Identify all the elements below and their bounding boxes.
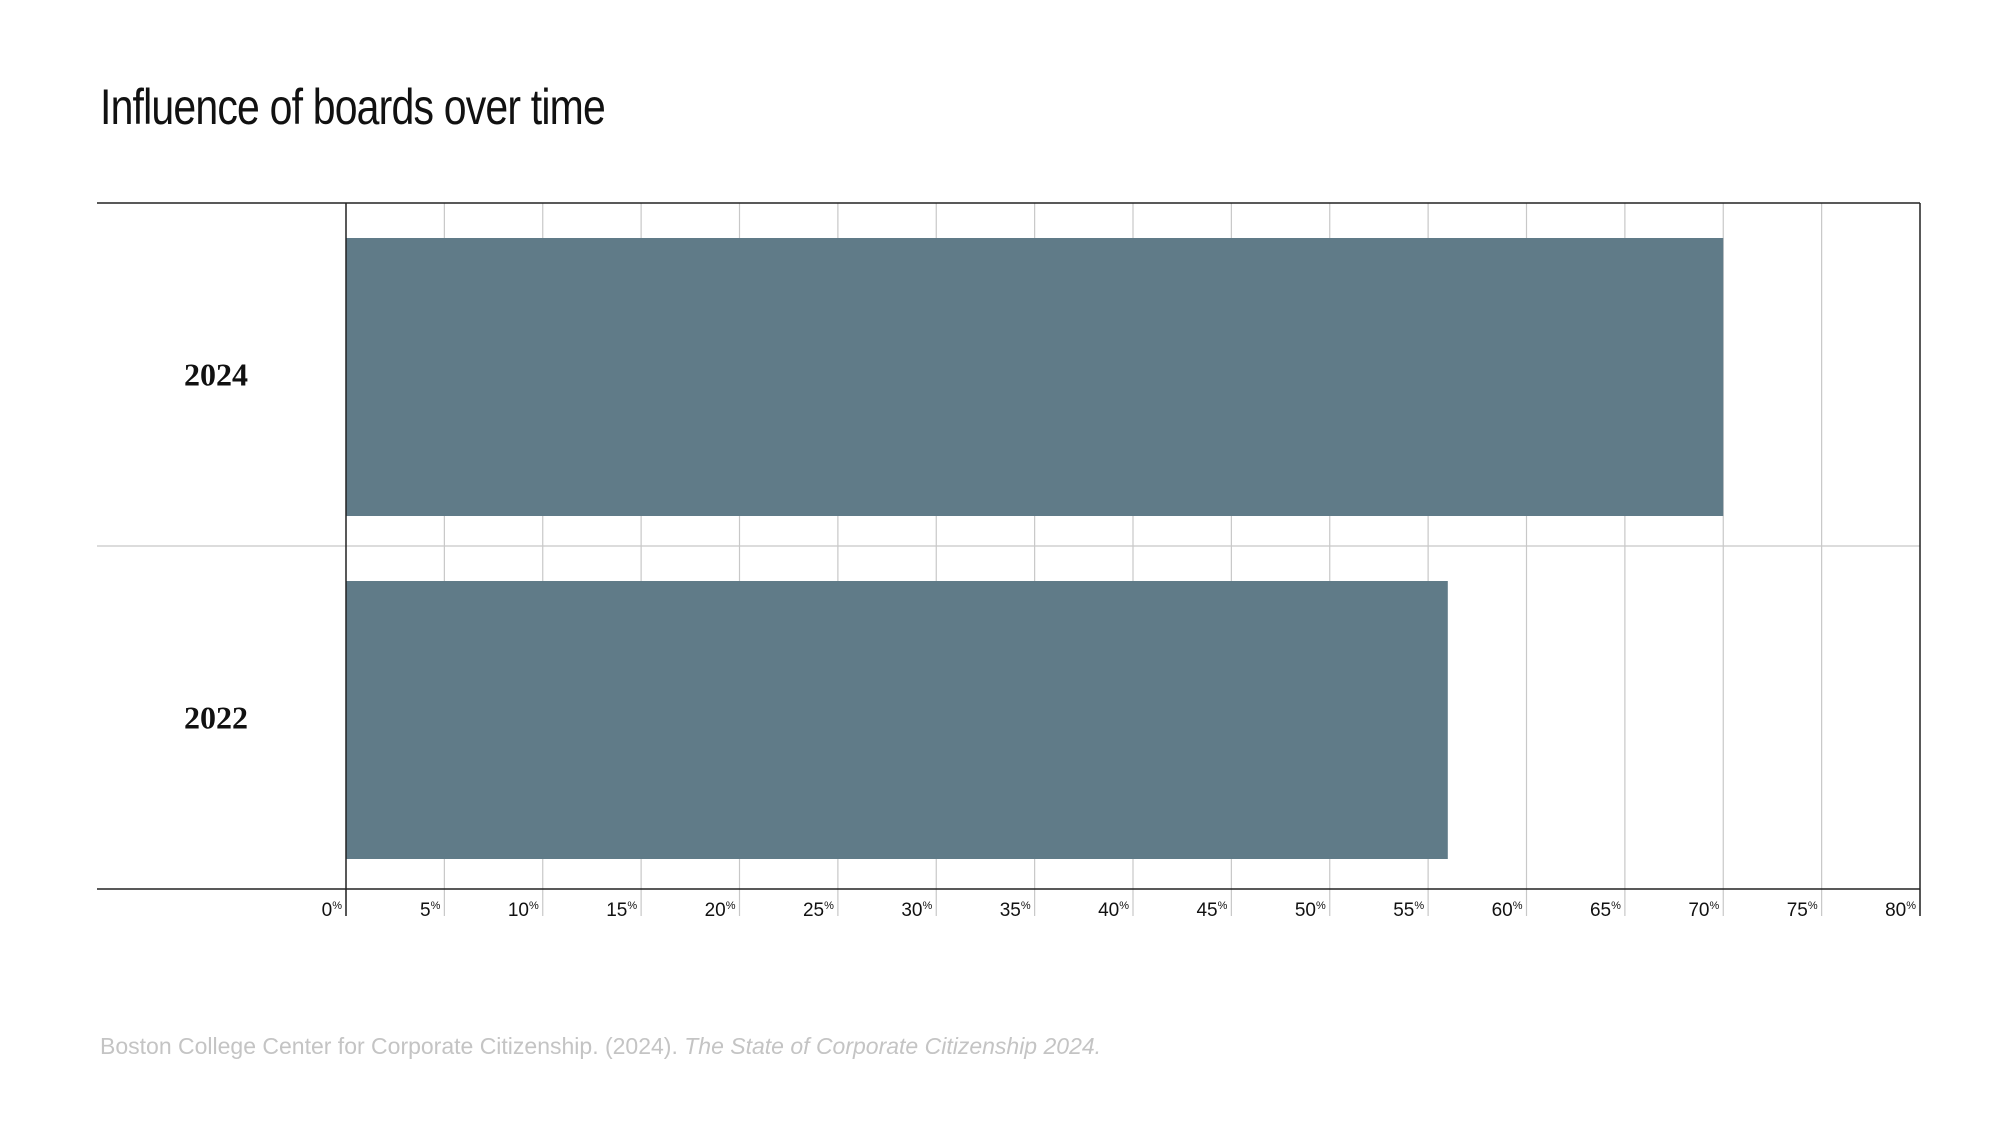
tick-label-10: 10% bbox=[508, 900, 539, 921]
bars bbox=[346, 238, 1724, 859]
source-title: The State of Corporate Citizenship 2024. bbox=[684, 1033, 1102, 1059]
category-label-2024: 2024 bbox=[184, 357, 248, 393]
tick-label-60: 60% bbox=[1492, 900, 1523, 921]
tick-label-45: 45% bbox=[1196, 900, 1227, 921]
bar-2024 bbox=[346, 238, 1724, 516]
x-tick-labels: 0% 5% 10% 15% 20% 25% 30% 35% 40% 45% 50% 55% 60% 65%… bbox=[322, 900, 1917, 921]
source-prefix: Boston College Center for Corporate Citi… bbox=[100, 1033, 685, 1059]
tick-label-80: 80% bbox=[1885, 900, 1916, 921]
chart-title: Influence of boards over time bbox=[100, 79, 606, 135]
tick-label-50: 50% bbox=[1295, 900, 1326, 921]
chart-frame bbox=[97, 202, 1921, 916]
tick-label-55: 55% bbox=[1393, 900, 1424, 921]
tick-label-15: 15% bbox=[606, 900, 637, 921]
tick-label-65: 65% bbox=[1590, 900, 1621, 921]
tick-label-25: 25% bbox=[803, 900, 834, 921]
tick-label-35: 35% bbox=[1000, 900, 1031, 921]
tick-label-20: 20% bbox=[705, 900, 736, 921]
tick-label-70: 70% bbox=[1688, 900, 1719, 921]
bar-2022 bbox=[346, 581, 1448, 859]
tick-label-5: 5% bbox=[420, 900, 441, 921]
tick-label-40: 40% bbox=[1098, 900, 1129, 921]
tick-label-75: 75% bbox=[1787, 900, 1818, 921]
category-label-2022: 2022 bbox=[184, 700, 248, 736]
source-note: Boston College Center for Corporate Citi… bbox=[100, 1033, 1101, 1060]
tick-label-0: 0% bbox=[322, 900, 343, 921]
tick-label-30: 30% bbox=[901, 900, 932, 921]
category-labels: 2024 2022 bbox=[184, 357, 248, 736]
